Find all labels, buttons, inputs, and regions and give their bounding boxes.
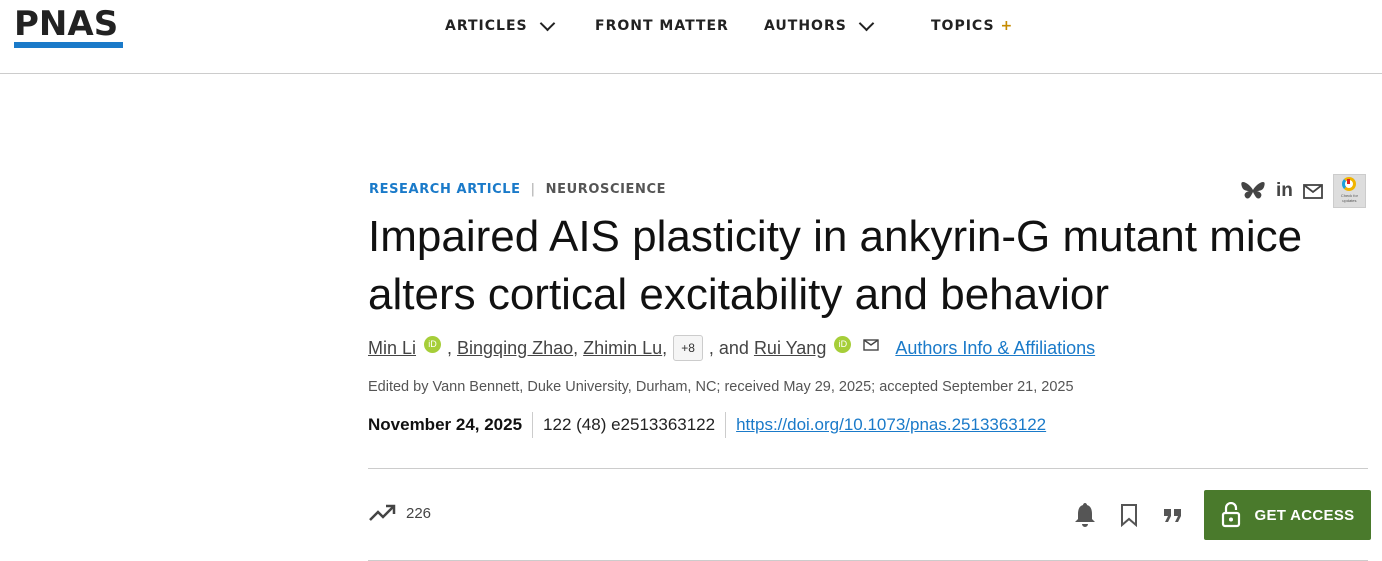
site-header: PNAS ARTICLES FRONT MATTER AUTHORS TOPIC…: [0, 0, 1382, 74]
orcid-icon[interactable]: iD: [834, 335, 852, 353]
trending-up-icon: [369, 504, 396, 521]
author-list: Min Li iD, Bingqing Zhao, Zhimin Lu, +8 …: [368, 335, 1368, 361]
nav-label: FRONT MATTER: [595, 18, 729, 34]
bookmark-button[interactable]: [1116, 502, 1142, 528]
email-icon[interactable]: [1302, 183, 1323, 199]
doi-link[interactable]: https://doi.org/10.1073/pnas.2513363122: [736, 415, 1047, 434]
nav-front-matter[interactable]: FRONT MATTER: [595, 18, 729, 34]
get-access-label: GET ACCESS: [1254, 506, 1355, 524]
nav-label: AUTHORS: [764, 18, 847, 34]
and-text: , and: [708, 337, 749, 358]
bookmark-icon: [1121, 504, 1137, 527]
quote-icon: [1164, 509, 1181, 522]
nav-authors[interactable]: AUTHORS: [764, 15, 875, 34]
plus-icon: +: [1000, 18, 1014, 34]
more-authors-button[interactable]: +8: [673, 335, 703, 361]
nav-articles[interactable]: ARTICLES: [445, 15, 555, 34]
publication-info: November 24, 2025 122 (48) e2513363122 h…: [368, 412, 1368, 438]
article-title: Impaired AIS plasticity in ankyrin-G mut…: [368, 212, 1303, 319]
divider: [725, 412, 727, 438]
article-meta: RESEARCH ARTICLE | NEUROSCIENCE: [369, 182, 666, 197]
nav-label: ARTICLES: [445, 18, 528, 34]
article-header: Impaired AIS plasticity in ankyrin-G mut…: [368, 208, 1368, 438]
pnas-logo[interactable]: PNAS: [14, 4, 119, 44]
nav-topics[interactable]: TOPICS +: [931, 18, 1013, 34]
author-link[interactable]: Bingqing Zhao: [457, 337, 574, 358]
metrics[interactable]: 226: [368, 504, 431, 522]
article-actions: GET ACCESS: [1072, 490, 1371, 540]
cite-button[interactable]: [1160, 502, 1186, 528]
bell-icon: [1075, 503, 1095, 527]
linkedin-icon[interactable]: in: [1276, 180, 1293, 201]
article-subject[interactable]: NEUROSCIENCE: [545, 182, 667, 197]
divider: |: [530, 182, 536, 197]
author-link[interactable]: Min Li: [368, 337, 417, 358]
nav-label: TOPICS: [931, 18, 995, 34]
check-for-updates-label: Check for updates: [1340, 193, 1358, 203]
email-icon[interactable]: [863, 339, 880, 351]
chevron-down-icon: [539, 15, 555, 31]
orcid-icon[interactable]: iD: [424, 335, 442, 353]
unlock-icon: [1221, 502, 1240, 528]
authors-affiliations-link[interactable]: Authors Info & Affiliations: [895, 337, 1096, 358]
author-link[interactable]: Rui Yang: [753, 337, 827, 358]
logo-underline: [14, 42, 123, 48]
divider: [368, 468, 1368, 469]
chevron-down-icon: [858, 15, 875, 31]
article-type[interactable]: RESEARCH ARTICLE: [369, 182, 521, 197]
publication-date: November 24, 2025: [368, 415, 523, 434]
alert-button[interactable]: [1072, 502, 1098, 528]
editor-info: Edited by Vann Bennett, Duke University,…: [368, 379, 1074, 395]
check-for-updates-badge[interactable]: Check for updates: [1332, 174, 1366, 208]
share-bar: in Check for updates: [1240, 174, 1366, 208]
bluesky-icon[interactable]: [1240, 181, 1266, 201]
author-link[interactable]: Zhimin Lu: [583, 337, 663, 358]
divider: [532, 412, 534, 438]
get-access-button[interactable]: GET ACCESS: [1204, 490, 1371, 540]
check-for-updates-icon: [1342, 177, 1357, 191]
citation: 122 (48) e2513363122: [543, 415, 716, 434]
metric-count: 226: [406, 504, 432, 522]
